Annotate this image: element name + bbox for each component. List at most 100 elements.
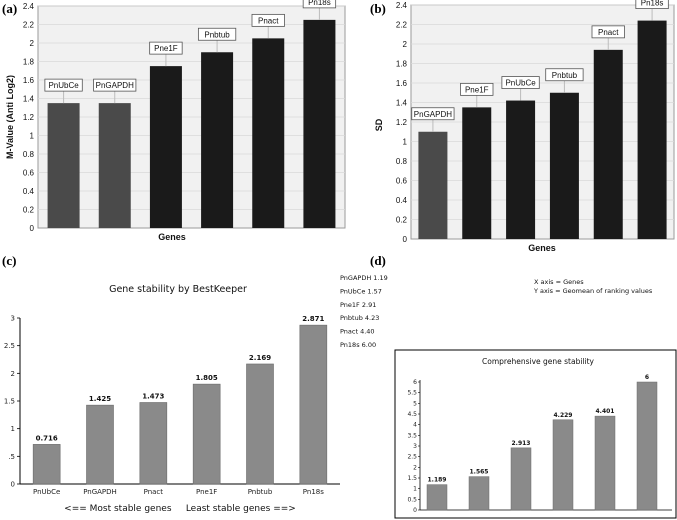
chart-d-note-y: Y axis = Geomean of ranking values xyxy=(533,287,653,295)
chart-b-y-axis-label: SD xyxy=(374,118,384,131)
bar-label-box xyxy=(460,82,494,96)
y-tick-label: 2.2 xyxy=(23,21,35,30)
chart-d-value-labels: 1.189 1.565 2.913 4.229 4.401 6 xyxy=(428,374,650,484)
chart-a-y-axis-label: M-Value (Anti Log2) xyxy=(5,75,15,159)
y-tick-label: 0.4 xyxy=(396,196,408,205)
y-tick-label: 0 xyxy=(413,507,417,514)
y-tick-label: 1.6 xyxy=(396,79,408,88)
bar xyxy=(549,92,579,239)
value-label: 1.473 xyxy=(142,392,164,400)
chart-b-bars xyxy=(418,6,667,239)
bar-label-box xyxy=(149,41,183,55)
bar xyxy=(462,107,492,239)
panel-label-d: (d) xyxy=(370,253,386,268)
bar-label-box xyxy=(44,78,83,92)
y-tick-label: 1 xyxy=(11,425,15,433)
y-tick-label: 5.5 xyxy=(407,390,417,397)
bar-label-box xyxy=(197,27,237,41)
x-tick-label: Pnbtub xyxy=(248,488,273,496)
bar xyxy=(552,419,574,511)
chart-c-x-ticks: PnUbCe PnGAPDH Pnact Pne1F Pnbtub Pn18s xyxy=(33,488,324,496)
y-tick-label: 3 xyxy=(11,315,15,323)
y-tick-label: 2.4 xyxy=(396,1,408,10)
bar xyxy=(252,38,285,228)
chart-d-axes xyxy=(419,380,672,511)
bar xyxy=(246,363,274,485)
chart-c-axes xyxy=(19,318,340,485)
chart-c-x-axis-label: <== Most stable genes Least stable genes… xyxy=(64,504,296,514)
bar xyxy=(201,52,234,228)
bar-label: PnGAPDH xyxy=(414,110,452,119)
legend-entry: Pne1F 2.91 xyxy=(340,301,376,309)
y-tick-label: 1 xyxy=(30,132,35,141)
y-tick-label: 6 xyxy=(413,379,417,386)
bar-label-box xyxy=(591,25,625,39)
y-tick-label: 0.6 xyxy=(396,177,408,186)
value-label: 4.229 xyxy=(554,412,573,419)
y-tick-label: 1.5 xyxy=(4,398,15,406)
y-tick-label: 0.2 xyxy=(23,206,35,215)
chart-d-frame xyxy=(394,349,677,519)
bar xyxy=(637,20,667,239)
y-tick-label: 2 xyxy=(30,39,35,48)
value-label: 2.871 xyxy=(302,315,324,323)
chart-c: Gene stability by BestKeeper 0 .5 1 1.5 2 2.5… xyxy=(4,284,340,514)
value-label: 1.189 xyxy=(428,477,447,484)
value-label: 4.401 xyxy=(596,408,615,415)
y-tick-label: 4 xyxy=(413,422,417,429)
bar xyxy=(303,19,336,228)
y-tick-label: 0 xyxy=(11,481,15,489)
bar-label-box xyxy=(635,0,669,9)
y-tick-label: 2.4 xyxy=(23,2,35,11)
y-tick-label: 1.5 xyxy=(407,475,417,482)
y-tick-label: 0 xyxy=(403,235,408,244)
y-tick-label: 1.2 xyxy=(396,118,408,127)
chart-b-x-axis-label: Genes xyxy=(528,243,556,253)
bar-label-box xyxy=(411,107,455,121)
value-label: 0.716 xyxy=(36,434,58,442)
chart-d-title: Comprehensive gene stability xyxy=(482,357,594,366)
value-label: 2.169 xyxy=(249,354,271,362)
x-tick-label: PnGAPDH xyxy=(83,488,117,496)
chart-d-legend: PnGAPDH 1.19 PnUbCe 1.57 Pne1F 2.91 Pnbtub … xyxy=(340,274,388,349)
bar-label: PnGAPDH xyxy=(96,81,134,90)
value-label: 6 xyxy=(645,374,649,381)
bar xyxy=(418,131,448,239)
bar-label: Pne1F xyxy=(465,85,489,94)
chart-c-title: Gene stability by BestKeeper xyxy=(109,284,247,295)
y-tick-label: 0.5 xyxy=(407,496,417,503)
bar-label-box xyxy=(501,76,540,89)
chart-a-x-axis-label: Genes xyxy=(158,232,186,242)
y-tick-label: 1.4 xyxy=(23,95,35,104)
chart-d-y-ticks: 0 0.5 1 1.5 2 2.5 3 3.5 4 4.5 5 5.5 6 xyxy=(407,379,420,514)
panel-label-c: (c) xyxy=(2,253,16,268)
bar xyxy=(149,66,182,228)
bar xyxy=(299,324,328,485)
bar-label-box xyxy=(302,0,337,9)
chart-a: 0 0.2 0.4 0.6 0.8 1 1.2 1.4 1.6 1.8 2 2.2 2.4 PnUbCe… xyxy=(5,0,346,242)
y-tick-label: 0.8 xyxy=(23,150,35,159)
bar xyxy=(86,404,114,485)
panel-label-a: (a) xyxy=(2,1,17,16)
bar-label: PnUbCe xyxy=(48,81,79,90)
y-tick-label: 0.2 xyxy=(396,216,408,225)
y-tick-label: 4.5 xyxy=(407,411,417,418)
value-label: 1.425 xyxy=(89,395,111,403)
chart-b: 0 0.2 0.4 0.6 0.8 1 1.2 1.4 1.6 1.8 2 2.2 2.4 PnGAPD… xyxy=(374,0,675,253)
legend-entry: PnGAPDH 1.19 xyxy=(340,274,388,282)
y-tick-label: 0 xyxy=(30,224,35,233)
value-label: 2.913 xyxy=(512,440,531,447)
y-tick-label: 1.8 xyxy=(23,58,35,67)
bar-label: Pnact xyxy=(598,28,619,37)
bar xyxy=(139,402,168,485)
chart-d-bars xyxy=(426,381,658,511)
x-tick-label: Pnact xyxy=(144,488,164,496)
x-tick-label: Pne1F xyxy=(196,488,217,496)
chart-a-bars xyxy=(47,5,336,228)
y-tick-label: 0.4 xyxy=(23,187,35,196)
legend-entry: Pn18s 6.00 xyxy=(340,341,376,349)
y-tick-label: 1.2 xyxy=(23,113,35,122)
legend-entry: Pnact 4.40 xyxy=(340,328,375,336)
chart-b-bar-labels: PnGAPDH Pne1F PnUbCe Pnbtub Pnact Pn18s xyxy=(411,0,669,121)
